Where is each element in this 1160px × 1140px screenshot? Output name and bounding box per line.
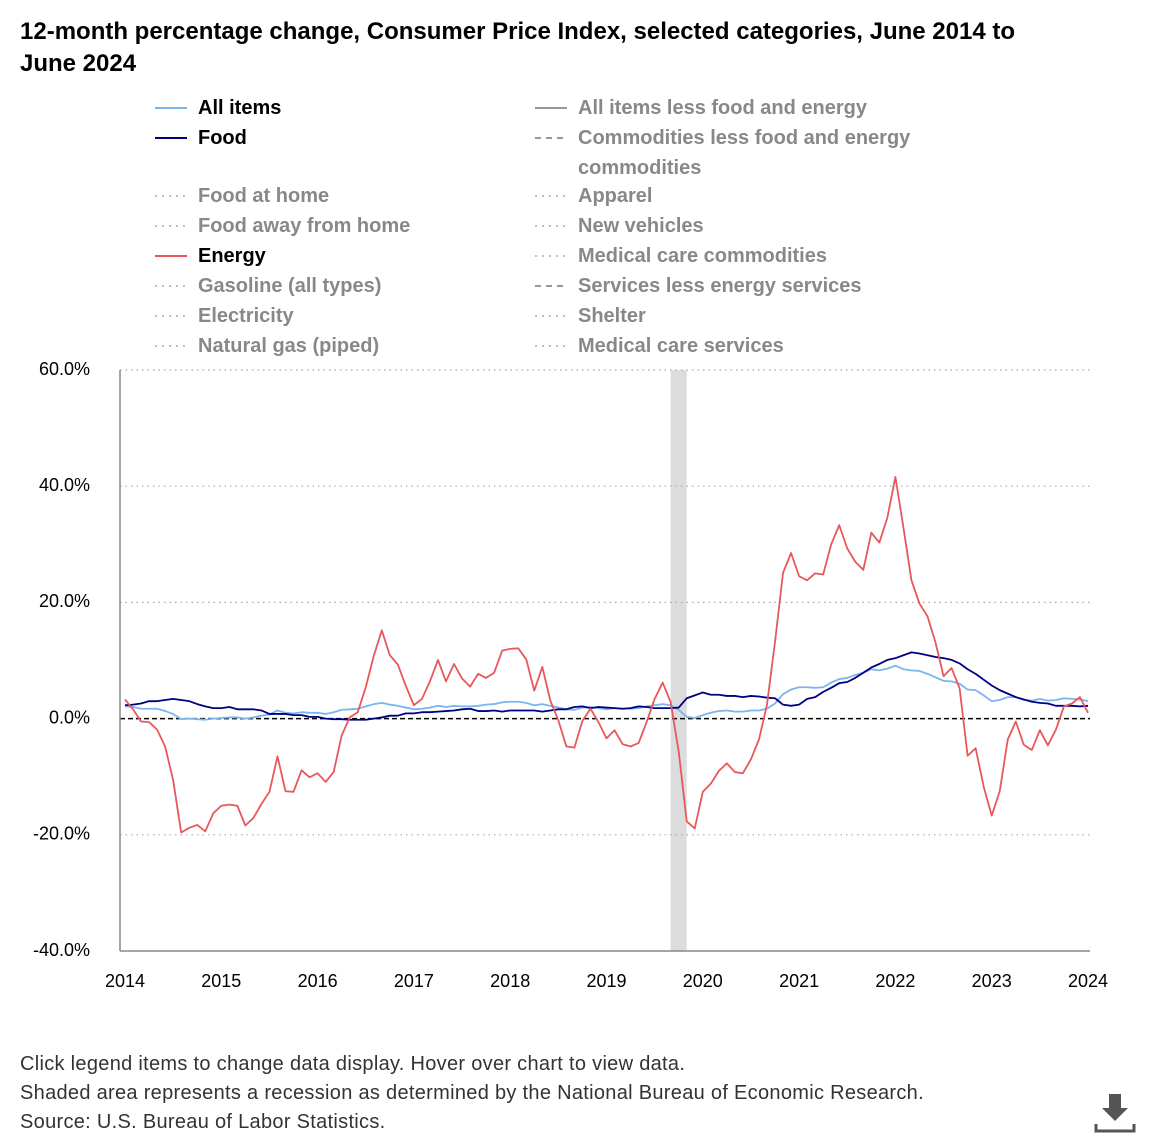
- notes: Click legend items to change data displa…: [20, 1050, 924, 1137]
- x-tick-label: 2024: [1068, 971, 1108, 991]
- legend-item[interactable]: Food at home: [155, 181, 548, 211]
- legend-symbol: [155, 195, 187, 197]
- y-tick-label: 40.0%: [39, 475, 90, 495]
- download-button[interactable]: [1094, 1090, 1136, 1134]
- note: Click legend items to change data displa…: [20, 1053, 686, 1075]
- legend-label: Apparel: [578, 185, 653, 207]
- x-tick-label: 2014: [105, 971, 145, 991]
- y-tick-label: -20.0%: [33, 824, 90, 844]
- legend-item[interactable]: Commodities less food and energy commodi…: [535, 123, 928, 183]
- x-tick-label: 2023: [972, 971, 1012, 991]
- legend-symbol: [535, 345, 567, 347]
- note: Source: U.S. Bureau of Labor Statistics.: [20, 1111, 386, 1133]
- legend-item[interactable]: All items less food and energy: [535, 93, 928, 123]
- legend-symbol: [155, 315, 187, 317]
- legend-symbol: [535, 315, 567, 317]
- legend-label: Services less energy services: [578, 275, 862, 297]
- legend-symbol: [535, 225, 567, 227]
- legend-label: Medical care services: [578, 335, 784, 357]
- legend-symbol: [535, 137, 567, 139]
- legend-item[interactable]: Electricity: [155, 301, 548, 331]
- legend-item[interactable]: Apparel: [535, 181, 928, 211]
- legend-label: Food: [198, 127, 247, 149]
- chart-title: 12-month percentage change, Consumer Pri…: [20, 18, 1016, 77]
- legend-item[interactable]: Natural gas (piped): [155, 331, 548, 361]
- legend-label: Commodities less food and energy commodi…: [578, 127, 911, 179]
- legend-label: All items less food and energy: [578, 97, 867, 119]
- legend-label: Food away from home: [198, 215, 411, 237]
- legend-label: Medical care commodities: [578, 245, 827, 267]
- x-tick-label: 2017: [394, 971, 434, 991]
- series-line: [124, 651, 1089, 721]
- x-tick-label: 2019: [586, 971, 626, 991]
- legend-label: All items: [198, 97, 282, 119]
- legend-label: Natural gas (piped): [198, 335, 380, 357]
- legend-symbol: [535, 285, 567, 287]
- legend-item[interactable]: Food: [155, 123, 548, 153]
- legend-symbol: [155, 255, 187, 257]
- legend-item[interactable]: Shelter: [535, 301, 928, 331]
- legend-item[interactable]: All items: [155, 93, 548, 123]
- x-tick-label: 2021: [779, 971, 819, 991]
- x-tick-label: 2022: [875, 971, 915, 991]
- legend-symbol: [535, 255, 567, 257]
- legend-symbol: [535, 107, 567, 109]
- legend-symbol: [155, 285, 187, 287]
- x-tick-label: 2016: [298, 971, 338, 991]
- legend-item[interactable]: Medical care commodities: [535, 241, 928, 271]
- y-tick-label: 0.0%: [49, 707, 90, 727]
- legend-label: Gasoline (all types): [198, 275, 382, 297]
- legend-item[interactable]: Food away from home: [155, 211, 548, 241]
- legend-label: Electricity: [198, 305, 294, 327]
- legend-item[interactable]: Energy: [155, 241, 548, 271]
- x-tick-label: 2018: [490, 971, 530, 991]
- recession-band: [670, 370, 687, 951]
- legend-symbol: [535, 195, 567, 197]
- series-line: [124, 476, 1089, 834]
- y-tick-label: -40.0%: [33, 940, 90, 960]
- x-tick-label: 2015: [201, 971, 241, 991]
- legend-label: Food at home: [198, 185, 330, 207]
- download-tray: [1094, 1124, 1136, 1133]
- legend-item[interactable]: New vehicles: [535, 211, 928, 241]
- legend-symbol: [155, 225, 187, 227]
- legend-symbol: [155, 345, 187, 347]
- legend-item[interactable]: Gasoline (all types): [155, 271, 548, 301]
- download-arrow: [1102, 1094, 1128, 1121]
- note: Shaded area represents a recession as de…: [20, 1082, 924, 1104]
- x-tick-label: 2020: [683, 971, 723, 991]
- y-tick-label: 20.0%: [39, 591, 90, 611]
- legend-item[interactable]: Services less energy services: [535, 271, 928, 301]
- y-tick-label: 60.0%: [39, 359, 90, 379]
- legend-item[interactable]: Medical care services: [535, 331, 928, 361]
- legend-symbol: [155, 107, 187, 109]
- legend-label: New vehicles: [578, 215, 704, 237]
- legend-label: Shelter: [578, 305, 646, 327]
- series-line: [124, 664, 1089, 721]
- legend-label: Energy: [198, 245, 266, 267]
- legend-symbol: [155, 137, 187, 139]
